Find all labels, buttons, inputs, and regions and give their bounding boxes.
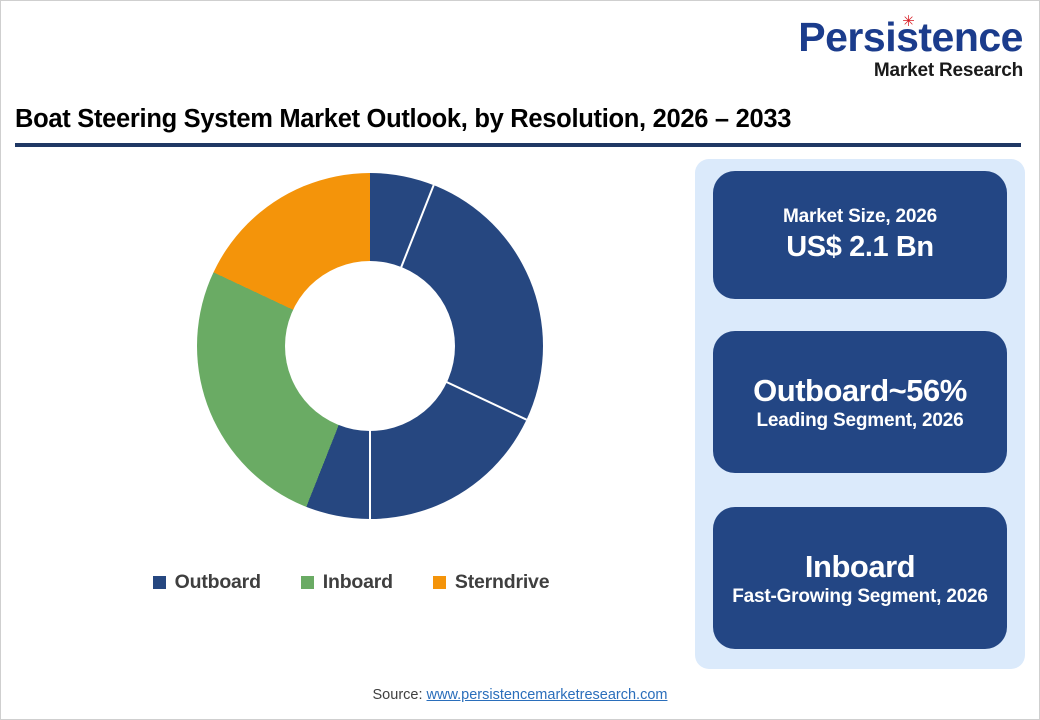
- stat-card-fast-growing-segment: Inboard Fast-Growing Segment, 2026: [713, 507, 1007, 649]
- legend-item-sterndrive[interactable]: Sterndrive: [432, 571, 550, 594]
- company-logo: Persistence ✳ Market Research: [787, 13, 1023, 81]
- source-url-link[interactable]: www.persistencemarketresearch.com: [426, 687, 668, 703]
- stat-card-fast-growing-segment-label: Fast-Growing Segment, 2026: [732, 585, 988, 607]
- source-label: Source:: [372, 687, 427, 703]
- stat-card-market-size: Market Size, 2026 US$ 2.1 Bn: [713, 171, 1007, 299]
- legend-swatch-icon: [432, 576, 446, 589]
- stats-panel: Market Size, 2026 US$ 2.1 Bn Outboard~56…: [695, 159, 1025, 669]
- asterisk-icon: ✳: [902, 13, 915, 30]
- chart-legend: Outboard Inboard Sterndrive: [15, 571, 687, 594]
- legend-swatch-icon: [300, 576, 314, 589]
- legend-item-outboard[interactable]: Outboard: [152, 571, 261, 594]
- legend-item-inboard[interactable]: Inboard: [300, 571, 393, 594]
- donut-slice-separator: [369, 346, 371, 519]
- legend-swatch-icon: [152, 576, 166, 589]
- chart-area: Outboard Inboard Sterndrive: [15, 156, 687, 626]
- logo-tagline: Market Research: [873, 60, 1023, 81]
- title-block: Boat Steering System Market Outlook, by …: [15, 105, 1025, 147]
- stat-card-leading-segment-label: Leading Segment, 2026: [756, 409, 964, 431]
- legend-item-label: Inboard: [322, 571, 393, 593]
- source-line: Source: www.persistencemarketresearch.co…: [1, 687, 1039, 703]
- stat-card-market-size-label: Market Size, 2026: [783, 206, 937, 227]
- page-title: Boat Steering System Market Outlook, by …: [15, 105, 792, 133]
- legend-item-label: Outboard: [174, 571, 261, 593]
- stat-card-market-size-value: US$ 2.1 Bn: [786, 230, 934, 263]
- logo-wordmark: Persistence: [798, 14, 1023, 60]
- legend-item-label: Sterndrive: [454, 571, 550, 593]
- stat-card-fast-growing-segment-value: Inboard: [804, 548, 916, 584]
- title-divider: [15, 143, 1021, 147]
- stat-card-leading-segment: Outboard~56% Leading Segment, 2026: [713, 331, 1007, 473]
- donut-chart: [197, 173, 543, 519]
- stat-card-leading-segment-value: Outboard~56%: [753, 372, 967, 408]
